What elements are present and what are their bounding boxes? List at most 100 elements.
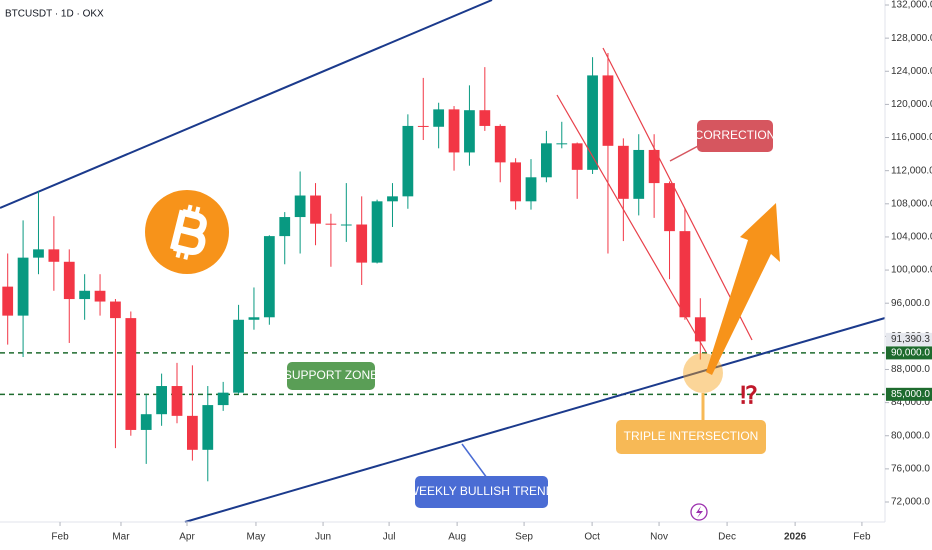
candle-body <box>325 223 337 225</box>
candle-body <box>233 319 244 393</box>
weekly-trend-line <box>184 317 886 523</box>
x-tick-label: Nov <box>650 532 668 543</box>
candle-body <box>494 125 506 163</box>
x-tick-label: Feb <box>853 532 871 543</box>
candle-body <box>187 415 198 450</box>
y-tick-label: 108,000.0 <box>891 198 932 209</box>
candle-body <box>294 195 306 218</box>
x-tick-label: Mar <box>112 532 130 543</box>
candle-body <box>217 392 229 406</box>
candle-body <box>664 183 675 232</box>
candle-body <box>33 249 44 258</box>
price-axis-bg <box>885 0 932 550</box>
candle-body <box>248 317 260 320</box>
x-tick-label: Jun <box>315 532 331 543</box>
y-tick-label: 116,000.0 <box>891 132 932 143</box>
candle-body <box>156 386 167 415</box>
callout-line <box>669 144 701 162</box>
price-label-bg <box>886 346 932 360</box>
y-tick-label: 120,000.0 <box>891 99 932 110</box>
candle-body <box>694 317 706 342</box>
channel-line <box>602 47 753 341</box>
event-icon <box>690 503 708 521</box>
candle-body <box>2 286 14 316</box>
candle-body <box>648 149 660 184</box>
candle-body <box>140 414 152 430</box>
candle-body <box>402 125 414 197</box>
y-tick-label: 84,000.0 <box>891 397 930 408</box>
y-tick-label: 96,000.0 <box>891 298 930 309</box>
y-tick-label: 72,000.0 <box>891 497 930 508</box>
x-tick-label: Aug <box>448 532 466 543</box>
candle-body <box>448 109 460 153</box>
candle-body <box>356 224 368 263</box>
candle-body <box>110 301 121 319</box>
last-price-bg <box>886 332 932 346</box>
channel-line <box>556 94 707 353</box>
last-price-label: 91,390.3 <box>891 334 930 345</box>
annotation: TRIPLE INTERSECTION <box>624 429 759 443</box>
candles <box>2 53 706 482</box>
candle-body <box>510 162 521 202</box>
candle-body <box>571 143 583 170</box>
x-tick-label: May <box>247 532 266 543</box>
annotation-box <box>415 476 548 508</box>
candle-body <box>79 290 91 300</box>
annotation: ⁉ <box>740 382 758 409</box>
y-tick-label: 124,000.0 <box>891 66 932 77</box>
x-tick-label: Dec <box>718 532 736 543</box>
x-tick-label: Sep <box>515 532 533 543</box>
candle-body <box>479 110 491 126</box>
x-tick-label: Jul <box>383 532 396 543</box>
candle-body <box>587 75 598 170</box>
candle-body <box>417 125 429 127</box>
candle-body <box>525 177 537 202</box>
annotation-box <box>616 420 766 454</box>
price-label: 90,000.0 <box>891 348 930 359</box>
candle-body <box>48 249 60 262</box>
y-tick-label: 76,000.0 <box>891 464 930 475</box>
candle-body <box>171 386 183 416</box>
x-tick-label: Oct <box>584 532 600 543</box>
y-tick-label: 128,000.0 <box>891 33 932 44</box>
axes: 72,000.0 76,000.0 80,000.0 84,000.0 88,000.0… <box>51 0 932 543</box>
x-tick-label: Apr <box>179 532 195 543</box>
annotation: CORRECTION <box>695 128 776 142</box>
candle-body <box>679 231 691 318</box>
candle-body <box>310 195 321 224</box>
candle-body <box>17 257 29 316</box>
candle-body <box>633 149 645 199</box>
bullish-arrow <box>706 203 780 375</box>
y-tick-label: 104,000.0 <box>891 232 932 243</box>
y-tick-label: 132,000.0 <box>891 0 932 11</box>
candle-body <box>63 261 75 300</box>
candle-body <box>279 217 291 237</box>
candle-body <box>617 145 629 199</box>
annotation-box <box>287 362 375 390</box>
y-tick-label: 112,000.0 <box>891 165 932 176</box>
annotation: WEEKLY BULLISH TREND <box>408 484 555 498</box>
candle-body <box>263 236 275 318</box>
candle-body <box>433 109 445 127</box>
candle-body <box>202 405 214 450</box>
chart-title: BTCUSDT · 1D · OKX <box>5 9 104 20</box>
annotation: SUPPORT ZONE <box>284 368 378 382</box>
price-label: 85,000.0 <box>891 389 930 400</box>
candle-body <box>94 290 106 302</box>
candle-body <box>464 110 475 153</box>
price-label-bg <box>886 387 932 401</box>
x-tick-label: 2026 <box>784 532 807 543</box>
x-tick-label: Feb <box>51 532 69 543</box>
callout-line <box>461 443 488 479</box>
annotation-box <box>697 120 773 152</box>
y-tick-label: 88,000.0 <box>891 364 930 375</box>
y-tick-label: 100,000.0 <box>891 265 932 276</box>
candle-body <box>371 201 383 263</box>
candle-body <box>602 75 614 146</box>
candle-body <box>125 318 137 430</box>
upper-trend-line <box>0 0 493 209</box>
candle-body <box>340 224 352 226</box>
candle-body <box>556 143 568 145</box>
